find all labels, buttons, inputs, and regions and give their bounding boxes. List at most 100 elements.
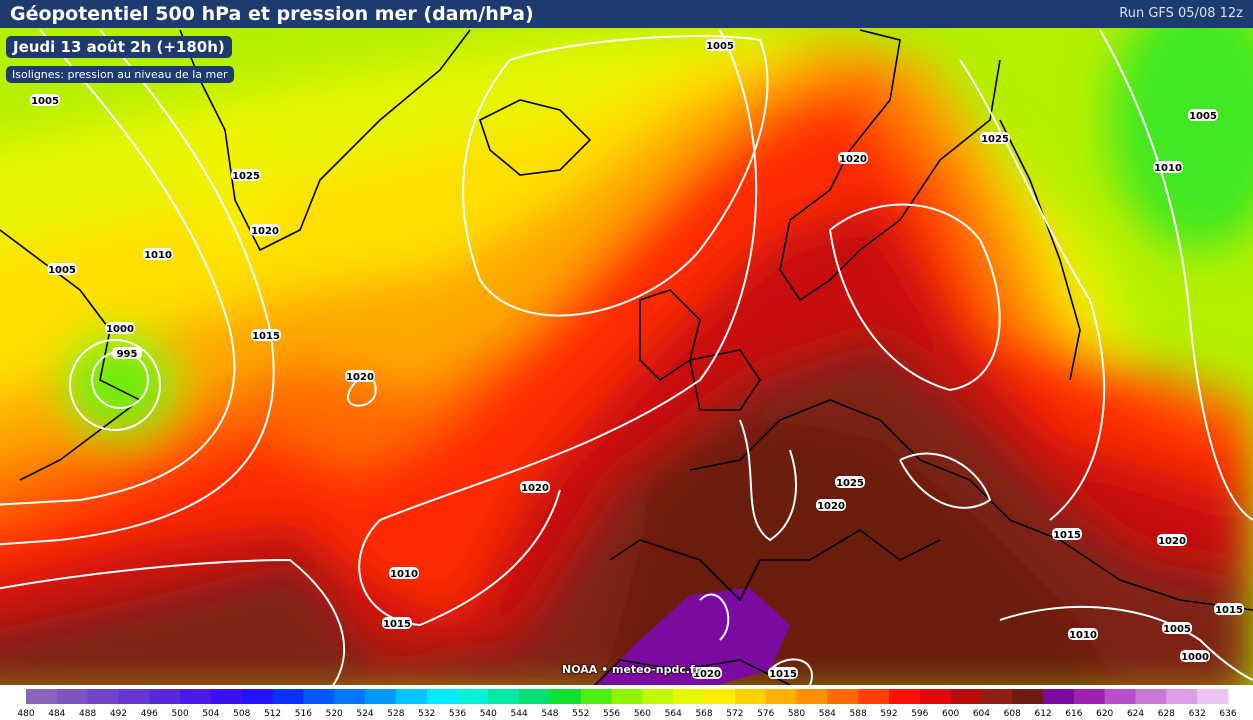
- colorbar-tick-label: 600: [942, 709, 959, 719]
- colorbar-tick-label: 620: [1096, 709, 1113, 719]
- colorbar-tick-label: 560: [634, 709, 651, 719]
- colorbar-tick-label: 484: [48, 709, 65, 719]
- isobar-label-bg: [816, 499, 846, 511]
- colorbar-tick-label: 512: [264, 709, 281, 719]
- isobar-label-bg: [1157, 534, 1187, 546]
- map: 1005 1005 1005 1010 1025 1020 1025 1020 1010 1005…: [0, 28, 1253, 685]
- isobar-label-bg: [768, 667, 798, 679]
- isobar-label: 1025: [981, 134, 1009, 145]
- isobar-label-bg: [251, 329, 281, 341]
- isobar-label: 1005: [48, 265, 76, 276]
- isobar-label: 1025: [836, 478, 864, 489]
- isobar-label-bg: [692, 667, 722, 679]
- colorbar-swatch: [734, 689, 767, 704]
- colorbar-tick-label: 520: [326, 709, 343, 719]
- colorbar-swatch: [457, 689, 489, 704]
- colorbar-swatch: [426, 689, 458, 704]
- isobar-label-bg: [382, 617, 412, 629]
- colorbar-tick-label: 564: [665, 709, 682, 719]
- colorbar-swatch: [1073, 689, 1106, 704]
- colorbar-tick-label: 596: [911, 709, 928, 719]
- isobar-label: 1005: [1163, 624, 1191, 635]
- isobar-label: 1005: [706, 41, 734, 52]
- colorbar-tick-label: 568: [695, 709, 712, 719]
- colorbar-tick-label: 616: [1065, 709, 1082, 719]
- isobar-label-bg: [47, 263, 77, 275]
- header: Géopotentiel 500 hPa et pression mer (da…: [0, 0, 1253, 28]
- colorbar-tick-label: 504: [202, 709, 219, 719]
- colorbar-swatch: [303, 689, 335, 704]
- colorbar-tick-label: 532: [418, 709, 435, 719]
- date-label: Jeudi 13 août 2h (+180h): [6, 36, 232, 58]
- colorbar-swatch: [210, 689, 243, 704]
- isobar-label: 1000: [1181, 652, 1209, 663]
- isobar-label: 1005: [1189, 111, 1217, 122]
- colorbar: 480 484 488 492 496 500 504 508 512 516 520 524 528 5…: [17, 689, 1237, 719]
- isobar-label: 1020: [346, 372, 374, 383]
- colorbar-tick-label: 636: [1219, 709, 1236, 719]
- isobar-label-bg: [1153, 161, 1183, 173]
- colorbar-swatch: [765, 689, 798, 704]
- colorbar-swatch: [642, 689, 674, 704]
- colorbar-swatch: [1135, 689, 1167, 704]
- isobar-label-bg: [520, 481, 550, 493]
- colorbar-swatch: [1043, 689, 1075, 704]
- isobar-label-bg: [835, 476, 865, 488]
- colorbar-tick-label: 524: [356, 709, 373, 719]
- colorbar-tick-label: 548: [541, 709, 558, 719]
- colorbar-swatch: [241, 689, 274, 704]
- isolines-label: Isolignes: pression au niveau de la mer: [6, 66, 234, 83]
- colorbar-tick-label: 552: [572, 709, 589, 719]
- colorbar-tick-label: 488: [79, 709, 96, 719]
- colorbar-swatch: [56, 689, 89, 704]
- colorbar-swatch: [673, 689, 705, 704]
- colorbar-swatch: [888, 689, 921, 704]
- colorbar-swatch: [611, 689, 643, 704]
- title: Géopotentiel 500 hPa et pression mer (da…: [10, 3, 534, 25]
- colorbar-tick-label: 544: [511, 709, 528, 719]
- colorbar-tick-label: 592: [880, 709, 897, 719]
- isobar-labels: 1005 1005 1005 1010 1025 1020 1025 1020 1010 1005…: [30, 39, 1244, 680]
- isobar-label: 995: [117, 349, 138, 360]
- colorbar-swatch: [87, 689, 119, 704]
- colorbar-swatch: [365, 689, 397, 704]
- isobar-label: 1005: [31, 96, 59, 107]
- isobar-label-bg: [231, 169, 261, 181]
- colorbar-swatch: [272, 689, 304, 704]
- colorbar-swatch: [395, 689, 428, 704]
- colorbar-tick-label: 628: [1158, 709, 1175, 719]
- isobar-label-bg: [105, 322, 135, 334]
- isobar-label: 1015: [1053, 530, 1081, 541]
- field: [0, 28, 1253, 685]
- colorbar-tick-label: 576: [757, 709, 774, 719]
- isobar-label-bg: [980, 132, 1010, 144]
- isobar-label: 1000: [106, 324, 134, 335]
- colorbar-swatch: [796, 689, 828, 704]
- isobar-label: 1010: [1069, 630, 1097, 641]
- isobar-label-bg: [838, 152, 868, 164]
- colorbar-tick-label: 556: [603, 709, 620, 719]
- colorbar-tick-label: 588: [850, 709, 867, 719]
- colorbar-tick-label: 632: [1189, 709, 1206, 719]
- colorbar-swatch: [919, 689, 952, 704]
- run-info: Run GFS 05/08 12z: [1119, 6, 1243, 21]
- credit: NOAA • meteo-npdc.fr: [562, 663, 701, 676]
- isobar-label-bg: [143, 248, 173, 260]
- isobar-label-bg: [705, 39, 735, 51]
- colorbar-swatch: [180, 689, 212, 704]
- isobar-label: 1020: [1158, 536, 1186, 547]
- isobar-label: 1010: [390, 569, 418, 580]
- isobar-label-bg: [1180, 650, 1210, 662]
- colorbar-tick-label: 508: [233, 709, 250, 719]
- colorbar-tick-label: 608: [1004, 709, 1021, 719]
- colorbar-swatch: [1012, 689, 1044, 704]
- isobars: [0, 29, 1253, 685]
- colorbar-swatch: [827, 689, 859, 704]
- colorbar-swatch: [1197, 689, 1229, 704]
- isobar-label: 1015: [252, 331, 280, 342]
- colorbar-swatch: [519, 689, 551, 704]
- colorbar-tick-label: 500: [172, 709, 189, 719]
- colorbar-swatch: [950, 689, 982, 704]
- colorbar-swatch: [858, 689, 890, 704]
- colorbar-swatch: [149, 689, 181, 704]
